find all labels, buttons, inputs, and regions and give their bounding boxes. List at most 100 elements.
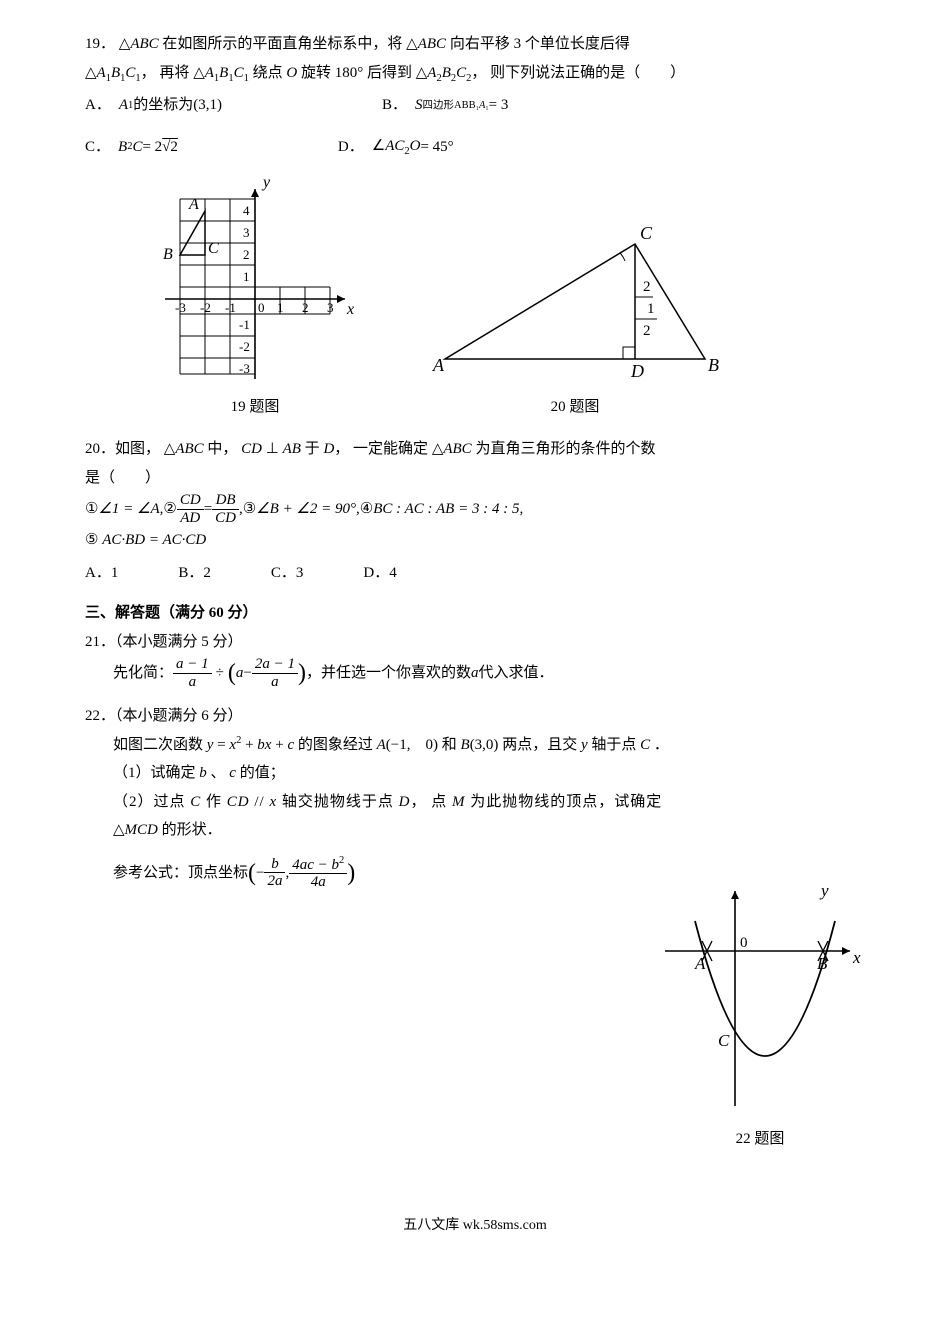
optA-label: A． (85, 91, 111, 120)
q19-l2b: 绕点 (253, 65, 283, 81)
q20-tc: 一定能确定 (353, 441, 428, 457)
fig20-A: A (432, 355, 445, 375)
q22-ref-label: 参考公式：顶点坐标 (113, 859, 248, 888)
figure-22: y x A 0 B C 22 题图 (655, 881, 865, 1154)
q22-sub2b: △MCD 的形状． (113, 816, 865, 845)
fig22-svg: y x A 0 B C (655, 881, 865, 1121)
q21-number: 21．（本小题满分 5 分） (85, 628, 865, 657)
q19-angle: 180° (335, 65, 364, 81)
q20-c1p: ① (85, 495, 98, 524)
q22-l1e: 轴于点 (591, 737, 636, 753)
figure-19: y x A B C 4 3 2 1 -1 -2 -3 -3 -2 -1 (145, 179, 365, 422)
q22-l1f: ． (654, 737, 669, 753)
q20-c4: BC : AC : AB = 3 : 4 : 5, (373, 495, 523, 524)
q19-optB: B． S四边形ABB₁A₁ = 3 (382, 91, 508, 120)
fig22-y: y (819, 881, 829, 900)
q22-s2d: 点 (431, 794, 447, 810)
optD-label: D． (338, 133, 364, 162)
q21-body: 先化简： a − 1a ÷ ( a − 2a − 1a ) ， 并任选一个你喜欢… (113, 656, 865, 690)
q21-tc: 代入求值． (479, 659, 554, 688)
q22-ref: 参考公式：顶点坐标 ( − b2a , 4ac − b24a ) (113, 855, 355, 891)
q22-s1b: 、 (211, 765, 226, 781)
page-footer: 五八文库 wk.58sms.com (85, 1213, 865, 1240)
svg-text:4: 4 (243, 203, 250, 218)
fig19-A: A (188, 196, 199, 213)
q22-l1d: 两点，且交 (502, 737, 577, 753)
svg-text:-2: -2 (239, 339, 250, 354)
q20-optB: B．2 (178, 559, 211, 588)
q22-s2f: 的形状． (162, 822, 222, 838)
q21-ta: 先化简： (113, 659, 173, 688)
optB-eq: = 3 (489, 91, 509, 120)
q22-l1a: 如图二次函数 (113, 737, 203, 753)
q20-td: 为直角三角形的条件的个数 (475, 441, 655, 457)
q22-sub2: （2）过点 C 作 CD // x 轴交抛物线于点 D， 点 M 为此抛物线的顶… (113, 788, 865, 817)
q22-s1c: 的值； (240, 765, 285, 781)
q19-l2d: 后得到 (367, 65, 412, 81)
q19-optD: D． ∠AC2O = 45° (338, 132, 454, 162)
q19-options: A． A1 的坐标为 (3,1) B． S四边形ABB₁A₁ = 3 C． B2… (85, 88, 865, 164)
fig19-x: x (346, 301, 354, 318)
q19-optA: A． A1 的坐标为 (3,1) (85, 91, 222, 120)
q20-optD: D．4 (363, 559, 396, 588)
section-3-header: 三、解答题（满分 60 分） (85, 599, 865, 628)
q22-s1: （1）试确定 (113, 765, 196, 781)
q20-options: A．1 B．2 C．3 D．4 (85, 559, 865, 588)
q20-c5p: ⑤ (85, 532, 98, 548)
svg-text:2: 2 (302, 300, 309, 315)
q20-conditions: ① ∠1 = ∠A, ② CDAD = DBCD , ③ ∠B + ∠2 = 9… (85, 492, 865, 526)
q19-l2e: 则下列说法正确的是（ ） (490, 65, 685, 81)
optA-t1: 的坐标为 (133, 91, 193, 120)
fig20-B: B (708, 355, 719, 375)
q20-optA: A．1 (85, 559, 118, 588)
svg-text:1: 1 (243, 269, 250, 284)
q19-t1b: 向右平移 3 个单位长度后得 (450, 36, 630, 52)
fig20-caption: 20 题图 (425, 393, 725, 422)
q19-t1a: 在如图所示的平面直角坐标系中，将 (162, 36, 402, 52)
fig20-n2b: 2 (643, 323, 651, 339)
optB-label: B． (382, 91, 407, 120)
fig20-n2a: 2 (643, 279, 651, 295)
q20-c3: ∠B + ∠2 = 90°, (256, 495, 360, 524)
q22-s2a: （2）过点 (113, 794, 186, 810)
fig22-x: x (852, 948, 861, 967)
fig20-n1: 1 (647, 301, 655, 317)
figure-20: C A B D 2 1 2 20 题图 (425, 219, 725, 422)
q20-tb: 于 (305, 441, 320, 457)
q19-line2: △A1B1C1， 再将 △A1B1C1 绕点 O 旋转 180° 后得到 △A2… (85, 59, 865, 89)
problem-21: 21．（本小题满分 5 分） 先化简： a − 1a ÷ ( a − 2a − … (85, 628, 865, 691)
problem-19: 19． △ABC 在如图所示的平面直角坐标系中，将 △ABC 向右平移 3 个单… (85, 30, 865, 421)
fig19-y: y (261, 179, 271, 191)
fig19-B: B (163, 246, 173, 263)
fig20-svg: C A B D 2 1 2 (425, 219, 725, 389)
q20-c4p: ④ (360, 495, 373, 524)
q20-optC: C．3 (271, 559, 304, 588)
fig19-caption: 19 题图 (145, 393, 365, 422)
q20-c3p: ③ (243, 495, 256, 524)
q22-s2e: 为此抛物线的顶点，试确定 (470, 794, 662, 810)
optB-sub: 四边形ABB (423, 100, 476, 111)
q22-line1: 如图二次函数 y = x2 + bx + c 的图象经过 A(−1, 0) 和 … (113, 731, 865, 760)
q19-l2c: 旋转 (301, 65, 331, 81)
svg-text:3: 3 (243, 225, 250, 240)
svg-text:-2: -2 (200, 300, 211, 315)
q22-l1b: 的图象经过 (298, 737, 373, 753)
fig22-O: 0 (740, 935, 748, 951)
q19-l2a: 再将 (159, 65, 189, 81)
fig22-C: C (718, 1031, 730, 1050)
q19-figures: y x A B C 4 3 2 1 -1 -2 -3 -3 -2 -1 (85, 179, 865, 422)
q20-te: 是（ ） (85, 464, 865, 493)
q20-number: 20．如图， (85, 441, 160, 457)
fig20-C: C (640, 223, 653, 243)
q19-number: 19． (85, 36, 115, 52)
q22-s2c: 轴交抛物线于点 (282, 794, 394, 810)
svg-text:-1: -1 (239, 317, 250, 332)
q20-c1: ∠1 = ∠A, (98, 495, 163, 524)
q22-l1c: 和 (442, 737, 457, 753)
q20-stem: 20．如图， △ABC 中， CD ⊥ AB 于 D， 一定能确定 △ABC 为… (85, 435, 865, 464)
optD-t: = 45° (420, 133, 453, 162)
q22-s2b: 作 (206, 794, 222, 810)
problem-20: 20．如图， △ABC 中， CD ⊥ AB 于 D， 一定能确定 △ABC 为… (85, 435, 865, 587)
fig22-caption: 22 题图 (655, 1125, 865, 1154)
svg-text:0: 0 (258, 300, 265, 315)
